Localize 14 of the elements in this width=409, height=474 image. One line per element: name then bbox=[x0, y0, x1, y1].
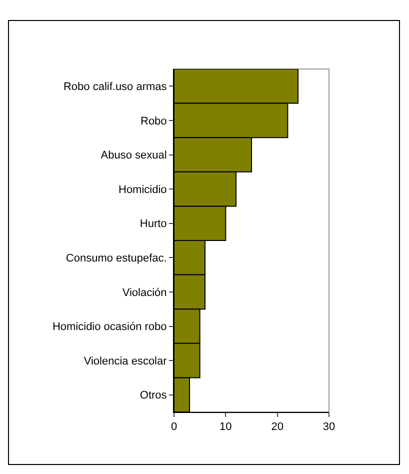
x-tick-label: 10 bbox=[220, 421, 232, 434]
y-tick-label: Robo bbox=[140, 115, 167, 128]
x-tick-label: 0 bbox=[170, 421, 178, 434]
y-tick-label: Homicidio ocasión robo bbox=[52, 321, 167, 334]
y-tick-label: Hurto bbox=[140, 218, 167, 230]
y-tick-label: Otros bbox=[140, 390, 168, 402]
x-tick-label: 20 bbox=[271, 421, 284, 434]
y-tick-label: Homicidio bbox=[118, 184, 167, 196]
y-tick-label: Consumo estupefac. bbox=[66, 252, 167, 264]
y-tick-label: Abuso sexual bbox=[100, 150, 167, 162]
y-tick-label: Robo calif.uso armas bbox=[63, 81, 168, 93]
x-tick-label: 30 bbox=[322, 421, 336, 434]
y-tick-label: Violación bbox=[122, 286, 167, 299]
y-tick-label: Violencia escolar bbox=[84, 355, 168, 368]
